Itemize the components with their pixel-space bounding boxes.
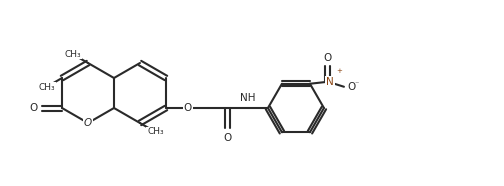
Text: CH₃: CH₃	[64, 49, 81, 59]
Text: O: O	[30, 103, 38, 113]
Text: O: O	[184, 103, 192, 113]
Text: N: N	[326, 77, 334, 87]
Text: ⁻: ⁻	[354, 79, 358, 88]
Text: O: O	[347, 82, 355, 92]
Text: CH₃: CH₃	[147, 127, 164, 137]
Text: O: O	[324, 53, 332, 63]
Text: O: O	[224, 133, 232, 143]
Text: NH: NH	[240, 93, 256, 103]
Text: +: +	[336, 68, 342, 74]
Text: CH₃: CH₃	[38, 83, 55, 92]
Text: O: O	[84, 118, 92, 128]
